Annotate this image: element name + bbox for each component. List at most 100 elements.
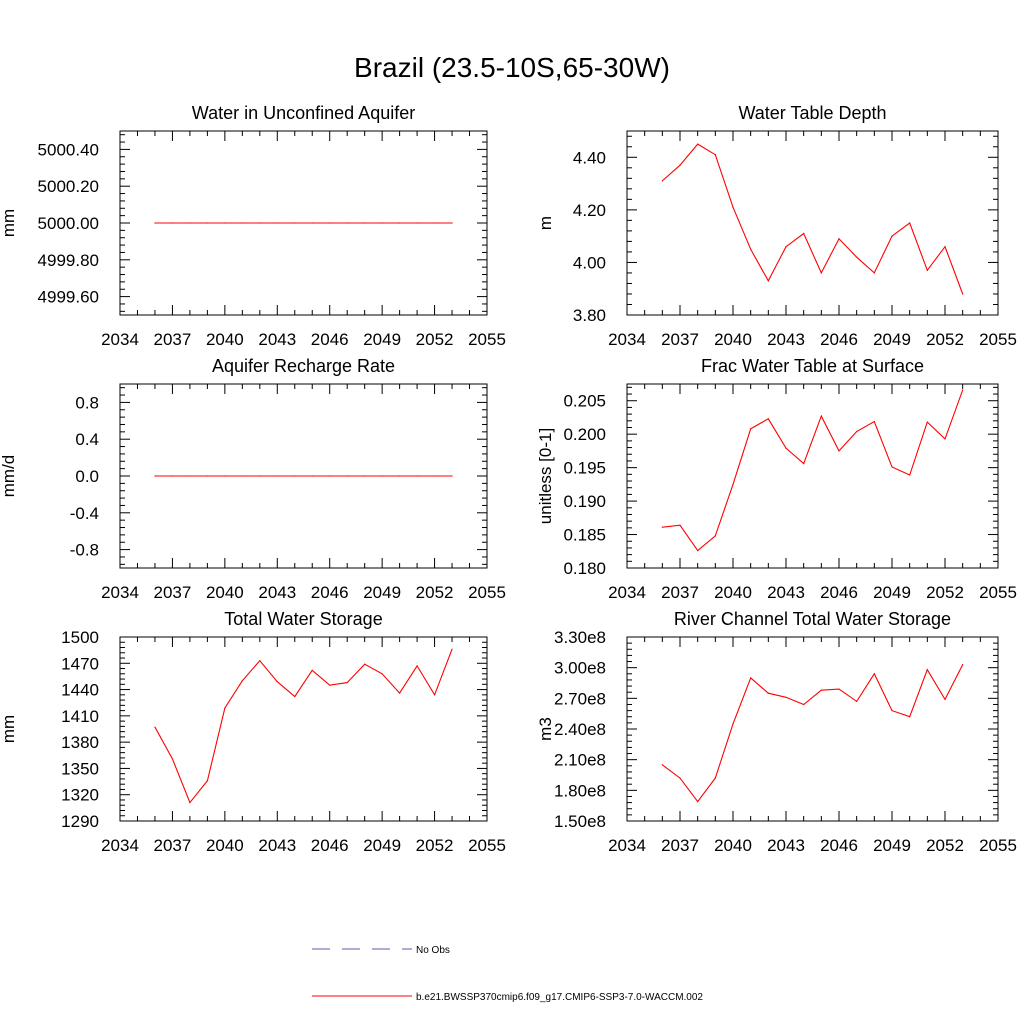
- data-point: [679, 164, 681, 166]
- data-point: [679, 777, 681, 779]
- data-point: [329, 222, 331, 224]
- x-tick-label: 2037: [154, 330, 192, 349]
- chart-panel: Aquifer Recharge Rate 2034 2037 2040 2043 204…: [0, 356, 506, 602]
- data-point: [732, 483, 734, 485]
- data-point: [416, 475, 418, 477]
- x-tick-label: 2052: [926, 836, 964, 855]
- y-tick-label: 1.50e8: [554, 812, 606, 831]
- data-point: [891, 466, 893, 468]
- y-axis-label: mm: [0, 209, 18, 237]
- x-tick-label: 2043: [258, 330, 296, 349]
- x-tick-label: 2034: [101, 330, 139, 349]
- data-point: [785, 696, 787, 698]
- data-point: [259, 222, 261, 224]
- data-point: [856, 700, 858, 703]
- data-point: [926, 269, 928, 271]
- chart-panel: Water in Unconfined Aquifer 2034 2037 2040 2…: [0, 103, 506, 349]
- data-point: [346, 681, 348, 684]
- data-point: [171, 475, 174, 477]
- x-tick-label: 2049: [363, 836, 401, 855]
- data-point: [206, 780, 208, 782]
- data-point: [311, 669, 313, 671]
- data-point: [803, 232, 805, 235]
- x-tick-label: 2034: [608, 330, 646, 349]
- x-tick-label: 2043: [767, 583, 805, 602]
- data-point: [259, 660, 261, 662]
- data-point: [891, 710, 893, 712]
- data-point: [399, 475, 401, 477]
- x-tick-label: 2049: [873, 583, 911, 602]
- data-point: [206, 222, 208, 224]
- data-point: [697, 143, 699, 145]
- data-point: [381, 222, 383, 224]
- x-tick-label: 2046: [820, 330, 858, 349]
- y-tick-label: 4.00: [573, 253, 606, 272]
- x-tick-label: 2046: [311, 583, 349, 602]
- series-line: [661, 664, 964, 803]
- page-title: Brazil (23.5-10S,65-30W): [354, 52, 670, 83]
- x-tick-label: 2052: [416, 836, 454, 855]
- data-point: [750, 248, 752, 250]
- data-point: [714, 777, 716, 779]
- y-axis-label: m: [536, 216, 555, 230]
- data-point: [294, 695, 296, 698]
- data-point: [750, 677, 752, 679]
- data-point: [399, 222, 401, 224]
- chart-title: Aquifer Recharge Rate: [212, 356, 395, 376]
- data-point: [241, 475, 243, 477]
- data-point: [433, 222, 436, 224]
- y-axis-label: unitless [0-1]: [536, 428, 555, 524]
- data-point: [926, 421, 928, 423]
- series-line: [662, 389, 964, 552]
- x-tick-label: 2049: [873, 330, 911, 349]
- x-tick-label: 2046: [311, 836, 349, 855]
- data-point: [873, 673, 875, 675]
- legend-label-no-obs: No Obs: [416, 945, 450, 956]
- y-axis-label: mm: [0, 715, 18, 743]
- data-point: [962, 664, 964, 666]
- data-point: [838, 238, 840, 240]
- data-point: [926, 669, 928, 671]
- x-tick-label: 2034: [101, 836, 139, 855]
- chart-panel: River Channel Total Water Storage 2034 203…: [536, 609, 1017, 855]
- data-point: [154, 726, 156, 728]
- data-point: [732, 723, 734, 725]
- data-point: [697, 550, 699, 552]
- plot-frame: [626, 130, 999, 316]
- data-point: [785, 246, 787, 248]
- x-tick-label: 2055: [979, 330, 1017, 349]
- data-point: [944, 438, 946, 440]
- y-tick-label: 0.8: [75, 393, 99, 412]
- data-point: [661, 180, 663, 182]
- x-tick-label: 2037: [661, 583, 699, 602]
- data-point: [329, 684, 331, 686]
- data-point: [399, 692, 401, 694]
- chart-title: Frac Water Table at Surface: [701, 356, 924, 376]
- y-tick-label: 1350: [61, 759, 99, 778]
- data-point: [767, 692, 769, 694]
- y-tick-label: 5000.20: [38, 177, 99, 196]
- x-tick-label: 2037: [154, 583, 192, 602]
- y-tick-label: 0.185: [563, 526, 606, 545]
- x-tick-label: 2043: [258, 836, 296, 855]
- y-tick-label: 0.4: [75, 430, 99, 449]
- y-tick-label: 0.190: [563, 492, 606, 511]
- y-tick-label: 3.80: [573, 306, 606, 325]
- data-point: [241, 680, 243, 682]
- data-point: [241, 222, 243, 224]
- data-point: [206, 475, 208, 477]
- legend: No Obs b.e21.BWSSP370cmip6.f09_g17.CMIP6-…: [312, 945, 703, 1003]
- data-point: [346, 475, 348, 477]
- y-tick-label: 1410: [61, 707, 99, 726]
- data-point: [276, 475, 278, 477]
- x-tick-label: 2052: [416, 583, 454, 602]
- data-point: [962, 389, 964, 391]
- data-point: [189, 475, 191, 477]
- data-point: [259, 475, 261, 477]
- data-point: [944, 698, 946, 700]
- x-tick-label: 2037: [154, 836, 192, 855]
- x-tick-label: 2043: [258, 583, 296, 602]
- x-tick-label: 2055: [468, 836, 506, 855]
- data-point: [311, 222, 313, 224]
- y-tick-label: 4999.80: [38, 251, 99, 270]
